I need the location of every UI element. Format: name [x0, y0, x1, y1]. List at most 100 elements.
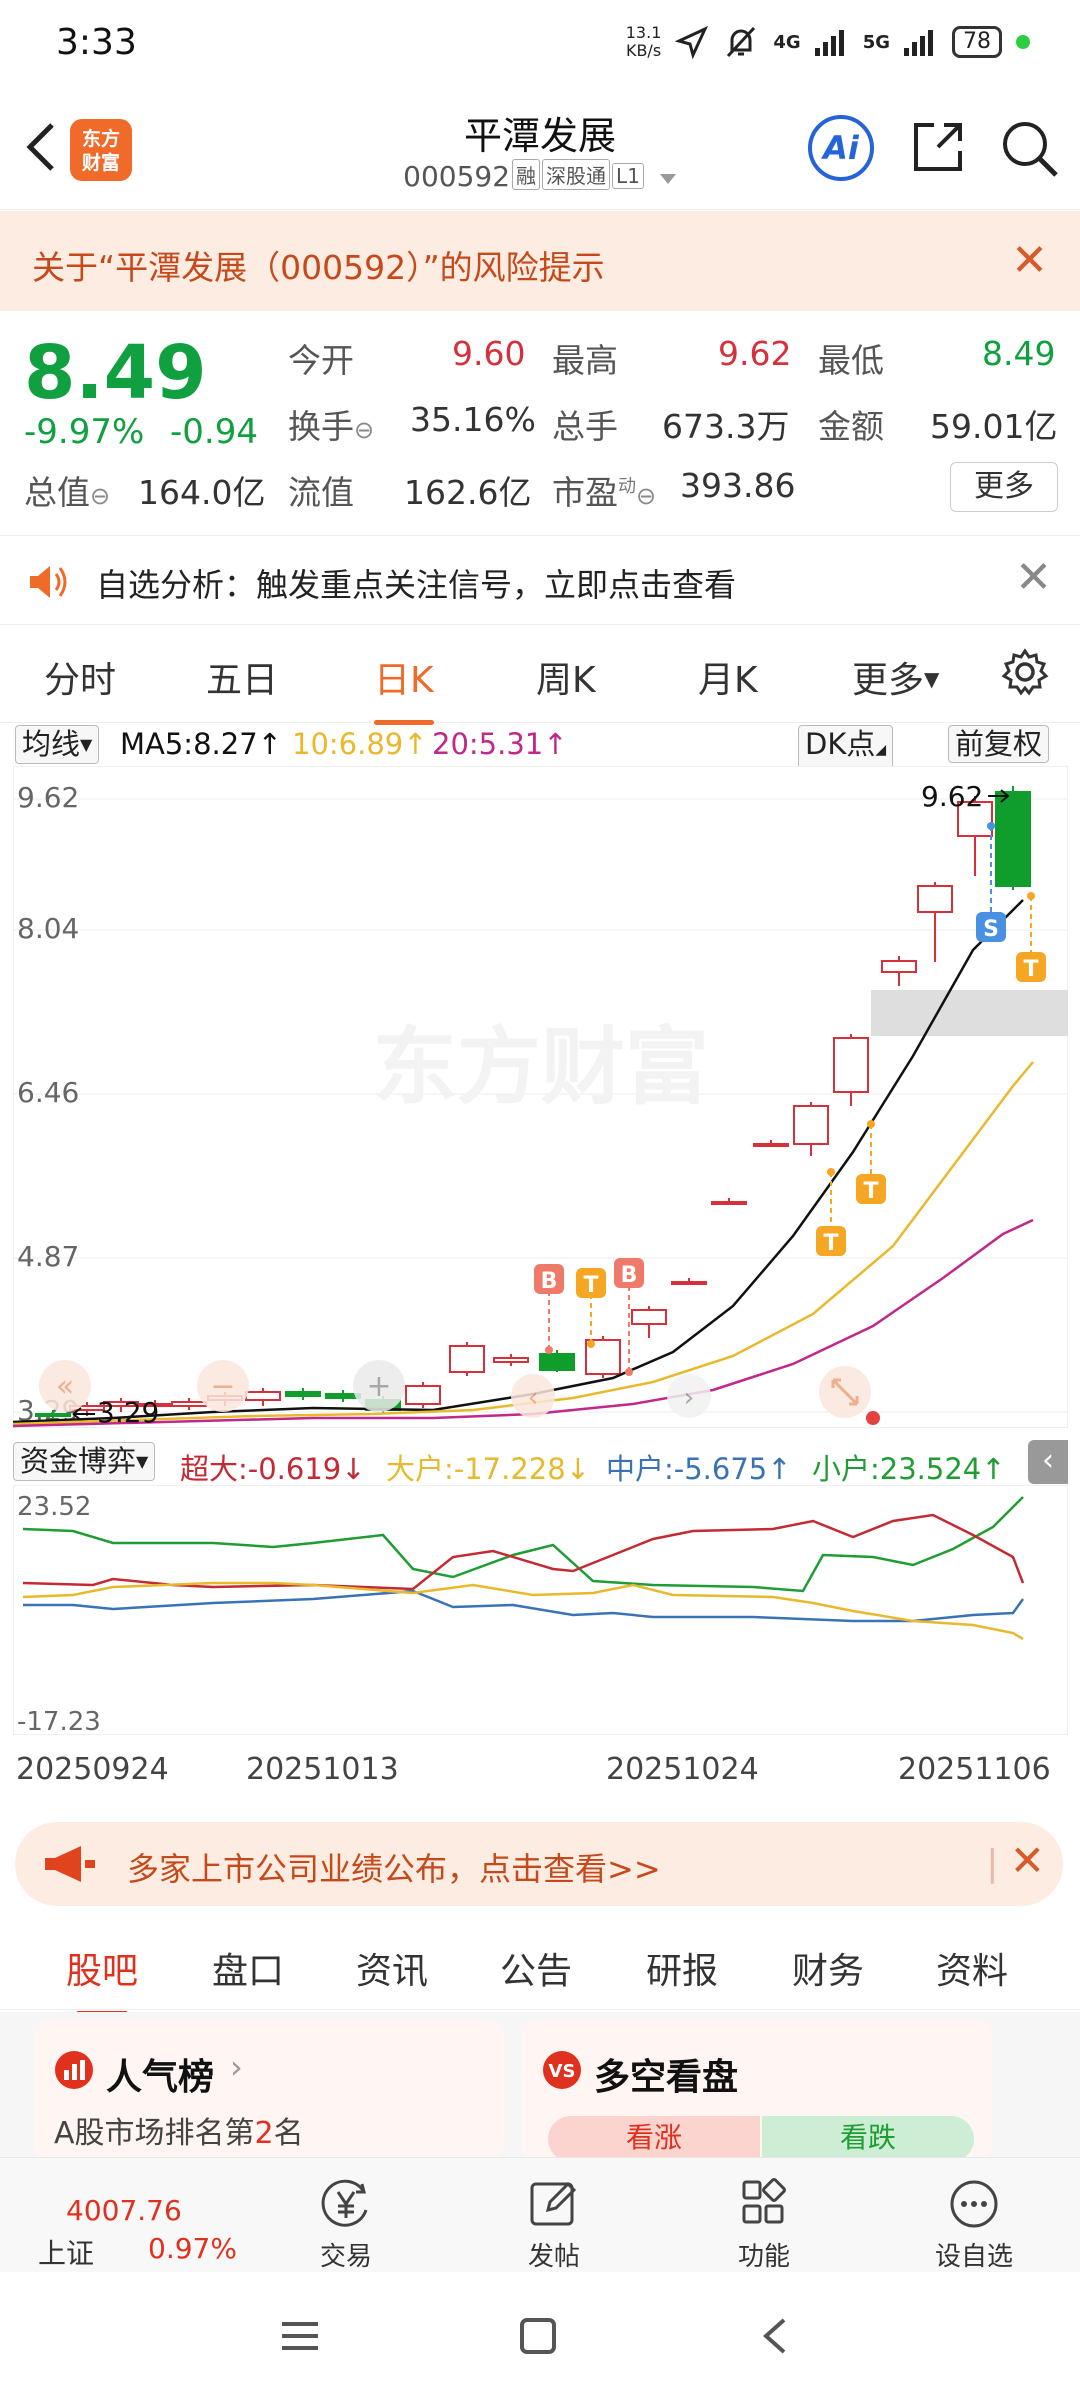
- signal-marker[interactable]: T: [576, 1268, 606, 1348]
- dk-point-select[interactable]: DK点◢: [798, 725, 894, 769]
- red-dot-indicator: [866, 1411, 880, 1425]
- candle: [285, 1388, 321, 1400]
- app-logo[interactable]: 东方 财富: [70, 119, 132, 181]
- vs-icon: VS: [543, 2051, 581, 2089]
- bear-button[interactable]: 看跌: [762, 2116, 974, 2162]
- index-name: 上证: [38, 2237, 95, 2270]
- pe-field[interactable]: 市盈动⊖: [552, 473, 657, 512]
- candle: [833, 1034, 869, 1106]
- tab-five-day[interactable]: 五日: [206, 660, 279, 701]
- megaphone-icon: [45, 1846, 95, 1882]
- signal-marker[interactable]: B: [614, 1258, 644, 1376]
- tab-daily-k[interactable]: 日K: [374, 651, 434, 725]
- nav-post[interactable]: 发帖: [494, 2178, 614, 2273]
- index-change: 0.97%: [148, 2232, 237, 2265]
- zoom-in-button[interactable]: [353, 1360, 405, 1412]
- y-axis-label: 9.62: [17, 781, 79, 814]
- svg-text:›: ›: [684, 1383, 694, 1413]
- search-icon[interactable]: [998, 117, 1060, 179]
- tab-intraday[interactable]: 分时: [44, 660, 117, 701]
- watchlist-analysis-banner[interactable]: 自选分析：触发重点关注信号，立即点击查看 ✕: [0, 535, 1080, 625]
- zoom-out-button[interactable]: [197, 1360, 249, 1412]
- earnings-notice-banner[interactable]: 多家上市公司业绩公布，点击查看>> | ✕: [15, 1822, 1063, 1906]
- tab-research[interactable]: 研报: [646, 1951, 719, 1992]
- share-icon[interactable]: [908, 117, 968, 177]
- collapse-panel-button[interactable]: ‹: [1028, 1440, 1068, 1484]
- max-price-label: 9.62: [921, 780, 983, 813]
- tab-more[interactable]: 更多▼: [852, 660, 940, 701]
- high-value: 9.62: [718, 334, 792, 373]
- cards-area: 人气榜 › A股市场排名第2名 VS 多空看盘 看涨 看跌: [0, 2012, 1080, 2162]
- mute-bell-icon: [727, 26, 756, 58]
- super-line: [22, 1513, 1025, 1591]
- nav-trade[interactable]: 交易: [286, 2178, 406, 2273]
- bull-button[interactable]: 看涨: [548, 2116, 760, 2162]
- settings-gear-icon[interactable]: [1000, 647, 1050, 697]
- candle: [711, 1198, 747, 1205]
- risk-warning-banner[interactable]: 关于“平潭发展（000592）”的风险提示 ✕: [0, 211, 1080, 311]
- tab-forum[interactable]: 股吧: [66, 1942, 138, 2016]
- signal-marker[interactable]: T: [1016, 892, 1046, 982]
- status-bar: 3:33 13.1 KB/s 4G 5G 78: [0, 0, 1080, 95]
- fund-indicator-select[interactable]: 资金博弈▼: [13, 1442, 156, 1481]
- volume-field: 总手: [552, 407, 618, 446]
- tab-news[interactable]: 资讯: [356, 1951, 429, 1992]
- index-ticker[interactable]: 4007.76 上证 0.97%: [0, 2174, 240, 2270]
- large-line: [22, 1581, 1024, 1641]
- resistance-zone: [871, 990, 1068, 1036]
- scroll-left-fast-button[interactable]: [39, 1360, 91, 1412]
- more-quote-button[interactable]: 更多: [950, 462, 1058, 512]
- close-icon[interactable]: | ✕: [986, 1836, 1045, 1885]
- tab-profile[interactable]: 资料: [936, 1951, 1009, 1992]
- scroll-left-button[interactable]: [511, 1374, 555, 1418]
- stock-code-row[interactable]: 000592 融深股通 L1: [0, 159, 1080, 193]
- home-icon[interactable]: [518, 2316, 558, 2356]
- nav-add-watchlist[interactable]: 设自选: [914, 2178, 1034, 2273]
- signal-4g: 4G: [773, 31, 801, 53]
- clock: 3:33: [56, 22, 137, 63]
- tab-financials[interactable]: 财务: [792, 1951, 865, 1992]
- signal-marker[interactable]: B: [534, 1264, 564, 1354]
- mktcap-value: 164.0亿: [138, 473, 266, 512]
- fund-flow-chart[interactable]: 23.52 -17.23: [13, 1485, 1068, 1735]
- candle: [753, 1140, 789, 1147]
- mktcap-field[interactable]: 总值⊖: [24, 473, 111, 512]
- location-icon: [675, 25, 709, 59]
- close-icon[interactable]: ✕: [1011, 235, 1048, 286]
- fund-y-max: 23.52: [17, 1492, 91, 1522]
- chevron-right-icon: ›: [230, 2048, 243, 2086]
- close-icon[interactable]: ✕: [1015, 552, 1052, 603]
- large-label: 大户:-17.228↓: [386, 1452, 591, 1486]
- candle: [449, 1342, 485, 1376]
- ma-select[interactable]: 均线▼: [15, 725, 100, 764]
- signal-label: S: [983, 917, 999, 942]
- signal-marker[interactable]: T: [816, 1168, 846, 1256]
- popularity-card[interactable]: 人气榜 › A股市场排名第2名: [34, 2020, 504, 2160]
- amount-field: 金额: [818, 407, 884, 446]
- low-field: 最低: [818, 341, 884, 380]
- battery-icon: 78: [952, 26, 1002, 58]
- back-icon[interactable]: [756, 2316, 796, 2356]
- tab-monthly-k[interactable]: 月K: [698, 660, 758, 701]
- nav-functions[interactable]: 功能: [704, 2178, 824, 2273]
- popularity-subtitle: A股市场排名第2名: [54, 2116, 304, 2151]
- bull-bear-card[interactable]: VS 多空看盘 看涨 看跌: [522, 2020, 992, 2162]
- signal-bars-icon: [814, 30, 844, 56]
- svg-text:‹: ‹: [528, 1383, 538, 1413]
- tab-weekly-k[interactable]: 周K: [536, 660, 596, 701]
- signal-marker[interactable]: S: [976, 822, 1006, 942]
- tab-announcements[interactable]: 公告: [500, 1951, 573, 1992]
- bottom-navigation: 4007.76 上证 0.97% 交易 发帖 功能 设自选: [0, 2157, 1080, 2272]
- signal-marker[interactable]: T: [856, 1120, 886, 1204]
- tab-order-book[interactable]: 盘口: [212, 1951, 285, 1992]
- dropdown-icon[interactable]: [659, 172, 677, 186]
- turnover-field[interactable]: 换手⊖: [288, 407, 375, 446]
- edit-icon: [530, 2181, 577, 2226]
- forward-adjust-button[interactable]: 前复权: [948, 725, 1050, 763]
- ai-button[interactable]: Ai: [808, 115, 874, 181]
- menu-icon[interactable]: [280, 2316, 320, 2356]
- scroll-right-button[interactable]: [667, 1374, 711, 1418]
- max-price-marker: 9.62: [921, 780, 1010, 813]
- back-arrow-icon[interactable]: [18, 117, 68, 177]
